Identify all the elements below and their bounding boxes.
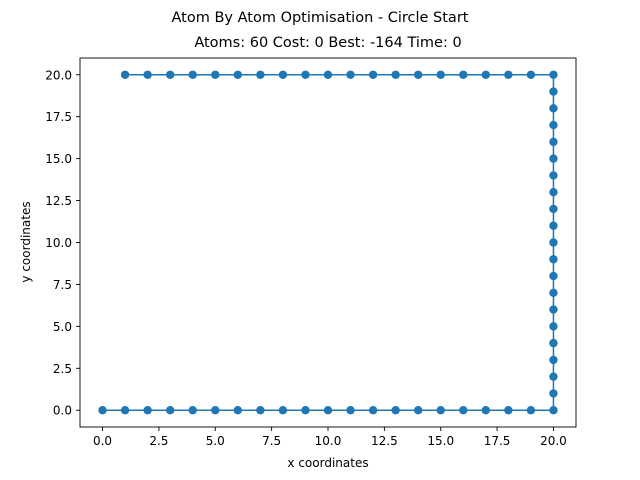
data-point: [233, 406, 243, 415]
data-point: [368, 70, 378, 79]
data-point: [256, 406, 265, 415]
data-point: [323, 70, 333, 79]
x-axis-label: x coordinates: [287, 456, 368, 470]
data-point: [98, 406, 107, 415]
data-point: [120, 406, 130, 415]
data-point: [481, 70, 491, 79]
data-point: [504, 70, 513, 79]
data-point: [549, 154, 558, 163]
data-point: [549, 255, 558, 264]
x-tick-label: 12.5: [371, 434, 398, 448]
chart-suptitle: Atom By Atom Optimisation - Circle Start: [172, 10, 469, 26]
x-tick-label: 0.0: [93, 434, 112, 448]
x-tick-label: 10.0: [315, 434, 342, 448]
data-point: [391, 70, 400, 79]
data-point: [459, 406, 468, 415]
data-point: [413, 406, 423, 415]
y-tick-label: 12.5: [45, 194, 72, 208]
data-point: [481, 406, 491, 415]
data-point: [301, 406, 310, 415]
data-point: [165, 70, 175, 79]
data-point: [549, 137, 558, 147]
x-tick-label: 17.5: [484, 434, 511, 448]
data-point: [549, 389, 558, 398]
data-point: [549, 406, 558, 415]
y-tick-label: 10.0: [45, 236, 72, 250]
data-point: [549, 355, 558, 365]
data-point: [188, 70, 197, 79]
series-line: [102, 74, 555, 411]
data-point: [549, 70, 558, 79]
data-point: [526, 406, 536, 415]
y-tick-label: 5.0: [53, 320, 72, 334]
data-point: [211, 70, 220, 79]
series-marks: [98, 70, 558, 415]
data-point: [549, 372, 558, 381]
data-point: [549, 288, 558, 298]
data-point: [459, 70, 468, 79]
data-point: [549, 171, 558, 180]
data-point: [549, 187, 558, 197]
data-point: [549, 87, 558, 96]
data-point: [346, 70, 355, 79]
x-tick-label: 5.0: [206, 434, 225, 448]
data-point: [278, 70, 288, 79]
y-tick-label: 17.5: [45, 110, 72, 124]
data-point: [278, 406, 288, 415]
data-point: [188, 406, 197, 415]
data-point: [165, 406, 175, 415]
y-tick-label: 0.0: [53, 404, 72, 418]
data-point: [549, 271, 558, 281]
x-tick-label: 20.0: [540, 434, 567, 448]
x-tick-label: 15.0: [427, 434, 454, 448]
data-point: [504, 406, 513, 415]
chart-title: Atoms: 60 Cost: 0 Best: -164 Time: 0: [194, 35, 461, 51]
data-point: [346, 406, 355, 415]
data-point: [549, 120, 558, 130]
x-tick-label: 2.5: [149, 434, 168, 448]
x-tick-label: 7.5: [262, 434, 281, 448]
data-point: [526, 70, 536, 79]
data-point: [413, 70, 423, 79]
data-point: [391, 406, 400, 415]
data-point: [549, 221, 558, 230]
data-point: [549, 338, 558, 348]
data-point: [549, 204, 558, 214]
data-point: [436, 70, 445, 79]
data-point: [549, 322, 558, 331]
axis-ticks: 0.0 2.5 5.0 7.5 10.0 12.5 15.0 17.5 20.0 0.0 2.5 5.…: [45, 68, 567, 448]
y-tick-label: 2.5: [53, 362, 72, 376]
data-point: [301, 70, 310, 79]
data-point: [120, 70, 130, 79]
data-point: [368, 406, 378, 415]
data-point: [211, 406, 220, 415]
data-point: [549, 238, 558, 247]
plot-frame: [79, 57, 577, 428]
data-point: [436, 406, 445, 415]
data-point: [549, 305, 558, 314]
data-point: [143, 406, 152, 415]
y-tick-label: 7.5: [53, 278, 72, 292]
y-axis-label: y coordinates: [19, 201, 33, 282]
y-tick-label: 20.0: [45, 68, 72, 82]
data-point: [233, 70, 243, 79]
data-point: [549, 104, 558, 113]
data-point: [256, 70, 265, 79]
y-tick-label: 15.0: [45, 152, 72, 166]
data-point: [323, 406, 333, 415]
data-point: [143, 70, 152, 79]
